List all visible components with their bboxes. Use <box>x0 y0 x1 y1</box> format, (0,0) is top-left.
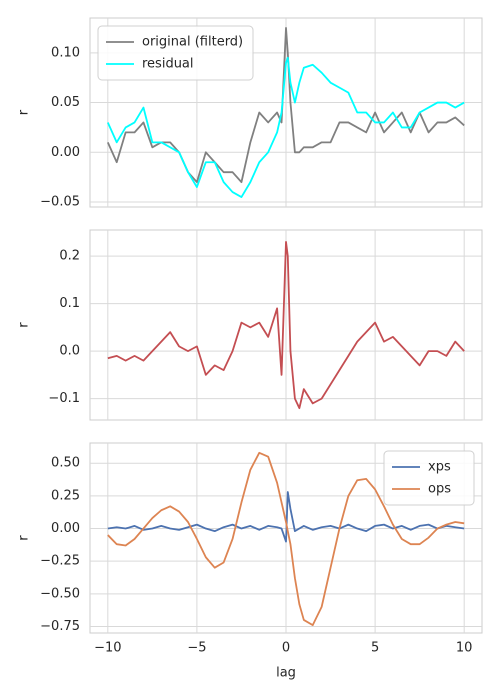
y-axis-label: r <box>17 322 32 328</box>
y-tick-label: −0.05 <box>40 195 80 210</box>
legend-label: residual <box>142 57 194 72</box>
y-tick-label: −0.75 <box>40 619 80 634</box>
x-tick-label: −10 <box>94 641 121 656</box>
y-axis-label: r <box>17 535 32 541</box>
y-tick-label: 0.00 <box>51 145 80 160</box>
y-tick-label: −0.50 <box>40 586 80 601</box>
legend: original (filterd) residual <box>97 25 254 81</box>
y-tick-label: 0.05 <box>51 95 80 110</box>
legend-label: ops <box>428 482 451 497</box>
y-tick-label: 0.1 <box>59 296 80 311</box>
series-line <box>106 56 465 198</box>
x-axis-label: lag <box>276 666 296 681</box>
y-tick-label: 0.10 <box>51 45 80 60</box>
series-line <box>106 27 465 184</box>
x-tick-label: 10 <box>456 641 473 656</box>
y-tick-label: 0.00 <box>51 521 80 536</box>
legend-box <box>97 25 254 81</box>
series-line <box>107 451 465 627</box>
legend-box <box>383 450 475 506</box>
series-line <box>107 491 465 543</box>
x-tick-label: −5 <box>187 641 206 656</box>
legend-label: xps <box>428 460 451 475</box>
x-tick-label: 0 <box>282 641 290 656</box>
y-tick-label: 0.25 <box>51 488 80 503</box>
x-tick-label: 5 <box>371 641 379 656</box>
y-tick-label: −0.25 <box>40 554 80 569</box>
series-line <box>107 240 465 410</box>
y-tick-label: 0.2 <box>59 249 80 264</box>
legend: xps ops <box>383 450 475 506</box>
legend-label: original (filterd) <box>142 35 243 50</box>
y-tick-label: −0.1 <box>48 391 80 406</box>
y-tick-label: 0.0 <box>59 344 80 359</box>
y-tick-label: 0.50 <box>51 456 80 471</box>
y-axis-label: r <box>17 109 32 115</box>
